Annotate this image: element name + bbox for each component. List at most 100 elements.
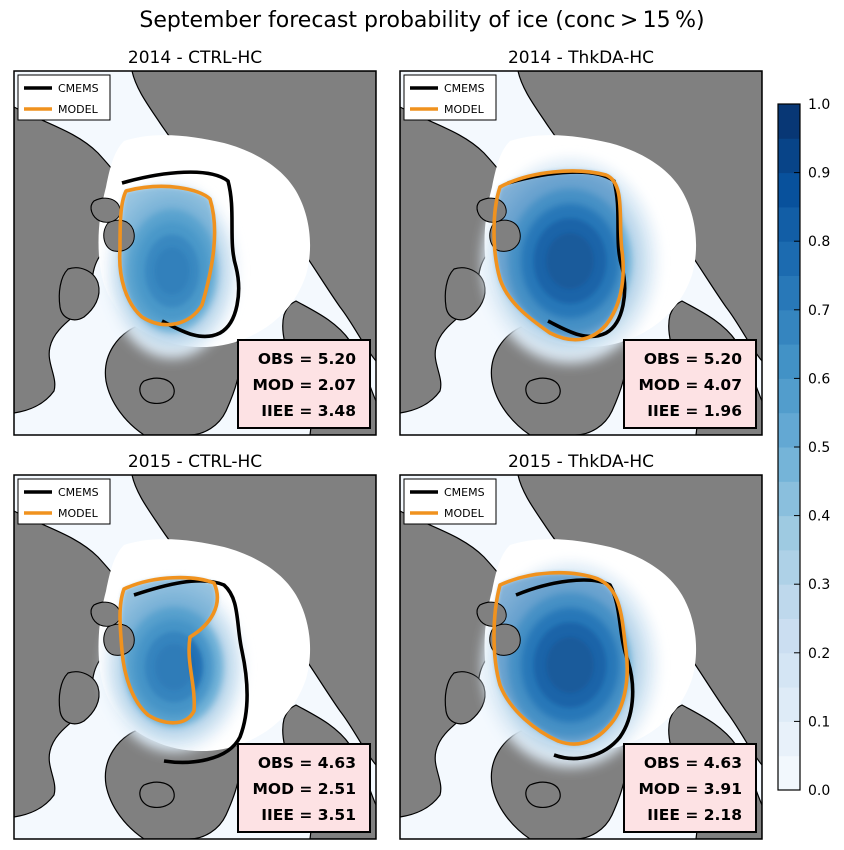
legend-box	[17, 478, 111, 525]
legend-label: MODEL	[444, 103, 485, 116]
legend-label: CMEMS	[58, 486, 99, 499]
stats-box-frame	[623, 743, 757, 833]
island	[489, 623, 521, 656]
colorbar-segment	[778, 172, 800, 208]
legend: CMEMS MODEL	[17, 478, 111, 525]
stat-mod: MOD = 3.91	[639, 780, 743, 798]
colorbar-segment	[778, 652, 800, 688]
legend-label: MODEL	[58, 507, 99, 520]
panel-title: 2014 - ThkDA-HC	[508, 48, 654, 68]
figure-title: September forecast probability of ice (c…	[139, 8, 704, 33]
legend-label: CMEMS	[58, 82, 99, 95]
island	[90, 197, 121, 223]
panel-title: 2015 - CTRL-HC	[128, 452, 262, 472]
legend-label: CMEMS	[444, 82, 485, 95]
stats-box-frame	[237, 743, 371, 833]
colorbar-tick-label: 1.0	[808, 97, 830, 113]
island	[90, 601, 121, 627]
legend: CMEMS MODEL	[403, 478, 497, 525]
stats-box: OBS = 5.20 MOD = 4.07 IIEE = 1.96	[623, 339, 757, 429]
colorbar-tick-label: 0.0	[808, 783, 830, 799]
panel-title: 2015 - ThkDA-HC	[508, 452, 654, 472]
stat-iiee: IIEE = 3.48	[261, 402, 356, 420]
colorbar-tick-label: 0.5	[808, 440, 830, 456]
ice-probability-field	[482, 562, 658, 768]
colorbar-tick-label: 0.4	[808, 509, 830, 525]
land-mass	[444, 671, 486, 725]
colorbar-segment	[778, 687, 800, 722]
colorbar-segment	[778, 104, 800, 139]
stat-mod: MOD = 4.07	[639, 376, 743, 394]
panel-frame	[399, 70, 763, 436]
colorbar-segment	[778, 584, 800, 619]
colorbar: 0.0 0.1 0.2 0.3 0.4 0.5 0.6 0.7 0.8 0.9 1.0	[777, 97, 830, 799]
stats-box: OBS = 4.63 MOD = 3.91 IIEE = 2.18	[623, 743, 757, 833]
stats-box: OBS = 4.63 MOD = 2.51 IIEE = 3.51	[237, 743, 371, 833]
colorbar-tick-label: 0.9	[808, 166, 830, 182]
stats-box: OBS = 5.20 MOD = 2.07 IIEE = 3.48	[237, 339, 371, 429]
stat-mod: MOD = 2.51	[253, 780, 357, 798]
colorbar-tick-label: 0.3	[808, 577, 830, 593]
legend-box	[403, 478, 497, 525]
panel-frame	[399, 474, 763, 840]
colorbar-tick-label: 0.2	[808, 646, 830, 662]
panel-frame	[13, 474, 377, 840]
colorbar-segment	[778, 549, 800, 585]
stat-obs: OBS = 4.63	[258, 754, 356, 772]
stat-iiee: IIEE = 1.96	[647, 402, 742, 420]
stats-box-frame	[623, 339, 757, 429]
map-panel-3: 2015 - CTRL-HC CMEMS MODEL OBS = 4.63 MOD = …	[13, 452, 377, 840]
colorbar-tick-label: 0.1	[808, 714, 830, 730]
legend-label: CMEMS	[444, 486, 485, 499]
panel-frame	[13, 70, 377, 436]
legend-label: MODEL	[58, 103, 99, 116]
stat-iiee: IIEE = 3.51	[261, 806, 356, 824]
land-mass	[139, 377, 175, 404]
ice-probability-field	[482, 158, 658, 364]
legend: CMEMS MODEL	[17, 74, 111, 121]
colorbar-segment	[778, 755, 800, 791]
map-panel-1: 2014 - CTRL-HC CMEMS MODEL OBS = 5.20 MOD = …	[13, 48, 377, 436]
island	[103, 623, 135, 656]
colorbar-tick-label: 0.7	[808, 303, 830, 319]
land-mass	[444, 267, 486, 321]
legend-box	[403, 74, 497, 121]
stat-obs: OBS = 4.63	[644, 754, 742, 772]
colorbar-segment	[778, 412, 800, 448]
map-panel-2: 2014 - ThkDA-HC CMEMS MODEL OBS = 5.20 MOD =…	[399, 48, 763, 436]
colorbar-segment	[778, 481, 800, 517]
model-ice-edge	[492, 169, 626, 342]
model-ice-edge	[118, 575, 220, 725]
colorbar-segment	[778, 721, 800, 757]
colorbar-segment	[778, 138, 800, 174]
island	[489, 219, 521, 252]
legend: CMEMS MODEL	[403, 74, 497, 121]
colorbar-segment	[778, 618, 800, 654]
legend-box	[17, 74, 111, 121]
colorbar-tick-label: 0.6	[808, 371, 830, 387]
colorbar-segment	[778, 309, 800, 345]
colorbar-segment	[778, 275, 800, 311]
stat-obs: OBS = 5.20	[258, 350, 356, 368]
panel-title: 2014 - CTRL-HC	[128, 48, 262, 68]
colorbar-segment	[778, 206, 800, 242]
map-area	[400, 71, 762, 435]
colorbar-segment	[778, 344, 800, 379]
land-mass	[525, 781, 561, 808]
stat-mod: MOD = 2.07	[253, 376, 357, 394]
stats-box-frame	[237, 339, 371, 429]
map-area	[400, 475, 762, 839]
colorbar-segment	[778, 447, 800, 482]
land-mass	[58, 671, 100, 725]
stat-obs: OBS = 5.20	[644, 350, 742, 368]
model-ice-edge	[117, 184, 217, 327]
map-area	[14, 475, 376, 839]
map-panels: 2014 - CTRL-HC CMEMS MODEL OBS = 5.20 MOD = …	[13, 48, 763, 840]
cmems-ice-edge	[121, 170, 241, 339]
colorbar-tick-label: 0.8	[808, 234, 830, 250]
map-panel-4: 2015 - ThkDA-HC CMEMS MODEL OBS = 4.63 MOD =…	[399, 452, 763, 840]
land-mass	[525, 377, 561, 404]
colorbar-segment	[778, 378, 800, 414]
